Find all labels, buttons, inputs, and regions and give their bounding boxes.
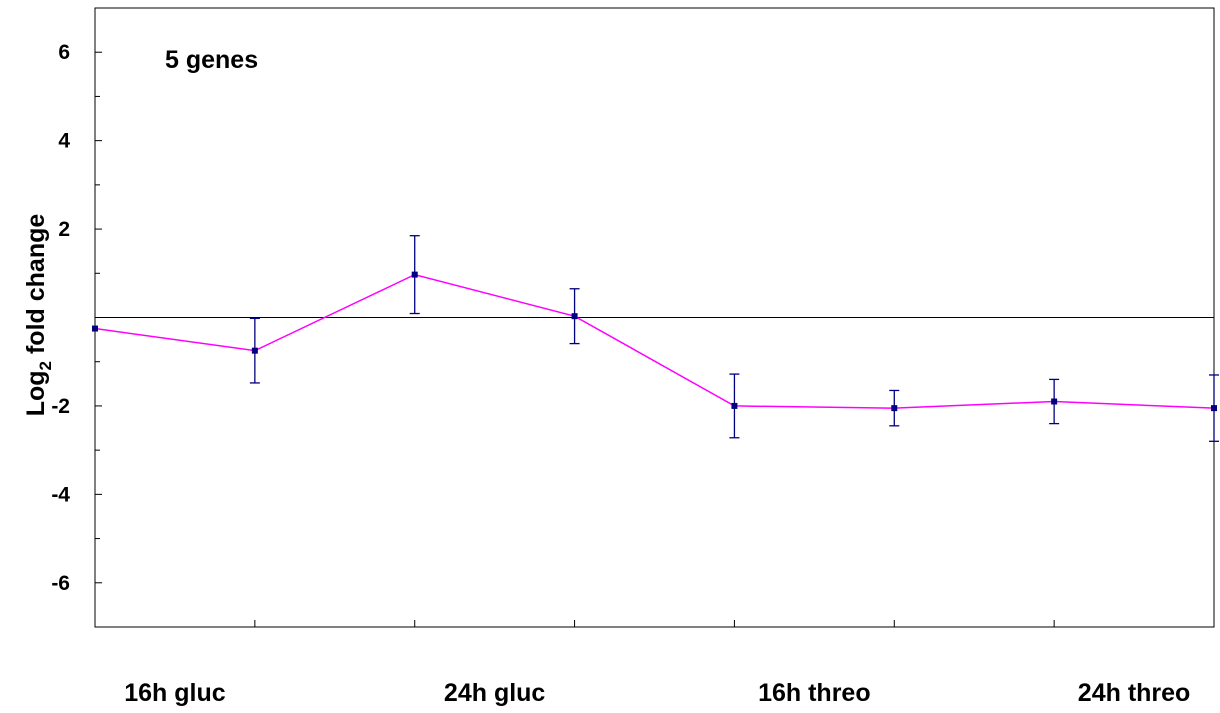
x-category-label: 16h threo [758,679,871,707]
data-point-marker [1051,398,1058,405]
y-axis-label: Log2 fold change [22,214,55,417]
y-tick-label: -4 [51,483,70,506]
x-category-label: 24h gluc [444,679,546,707]
data-point-marker [92,325,98,332]
y-tick-label: 2 [58,218,70,241]
x-category-label: 24h threo [1078,679,1191,707]
series-line [94,273,1215,409]
y-tick-label: 4 [58,130,70,153]
y-tick-label: -2 [51,395,70,418]
x-category-label: 16h gluc [124,679,226,707]
data-point-marker [891,405,898,412]
y-axis-label-suffix: fold change [22,214,50,361]
chart-annotation: 5 genes [165,46,258,74]
y-axis-label-prefix: Log [22,370,50,416]
y-tick-label: -6 [51,572,70,595]
y-axis: 6 4 2 -2 -4 -6 [51,41,102,595]
data-point-marker [411,271,418,278]
data-point-marker [731,402,738,409]
x-axis: 16h gluc 24h gluc 16h threo 24h threo [124,620,1215,707]
series-group [92,235,1219,442]
data-point-marker [1211,405,1217,412]
data-point-marker [571,313,578,320]
data-point-marker [251,347,258,354]
y-axis-label-subscript: 2 [36,361,55,370]
y-tick-label: 6 [58,41,70,64]
